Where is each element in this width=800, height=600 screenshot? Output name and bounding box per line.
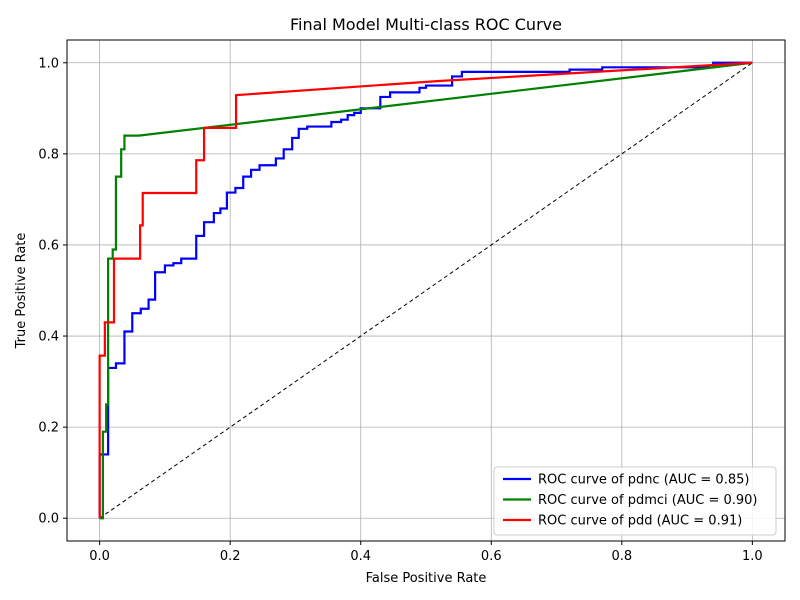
legend-label-series-2: ROC curve of pdmci (AUC = 0.90) <box>538 493 757 508</box>
x-axis-label: False Positive Rate <box>366 571 487 586</box>
x-tick-label: 0.0 <box>89 549 110 564</box>
y-tick-label: 1.0 <box>38 56 59 71</box>
roc-line-series-2 <box>99 61 753 520</box>
plot-area <box>98 61 753 520</box>
y-axis-label: True Positive Rate <box>14 233 29 350</box>
y-tick-label: 0.4 <box>38 330 59 345</box>
axis-ticks: 0.0 0.2 0.4 0.6 0.8 1.0 0.0 0.2 0.4 0.6 0.8 1.0 <box>38 56 762 564</box>
legend: ROC curve of pdnc (AUC = 0.85) ROC curve … <box>493 466 777 536</box>
legend-label-series-1: ROC curve of pdnc (AUC = 0.85) <box>538 473 749 488</box>
x-tick-label: 1.0 <box>742 549 763 564</box>
legend-label-series-3: ROC curve of pdd (AUC = 0.91) <box>538 514 742 529</box>
x-tick-label: 0.4 <box>350 549 371 564</box>
x-tick-label: 0.2 <box>220 549 241 564</box>
x-tick-label: 0.8 <box>611 549 632 564</box>
plot-frame <box>66 39 786 542</box>
x-tick-label: 0.6 <box>481 549 502 564</box>
chart-title: Final Model Multi-class ROC Curve <box>290 15 562 34</box>
y-tick-label: 0.2 <box>38 421 59 436</box>
roc-line-series-1 <box>98 61 753 519</box>
y-tick-label: 0.0 <box>38 512 59 527</box>
y-tick-label: 0.8 <box>38 147 59 162</box>
y-tick-label: 0.6 <box>38 238 59 253</box>
roc-line-series-3 <box>98 61 753 519</box>
legend-box <box>493 466 777 536</box>
grid <box>67 40 785 541</box>
